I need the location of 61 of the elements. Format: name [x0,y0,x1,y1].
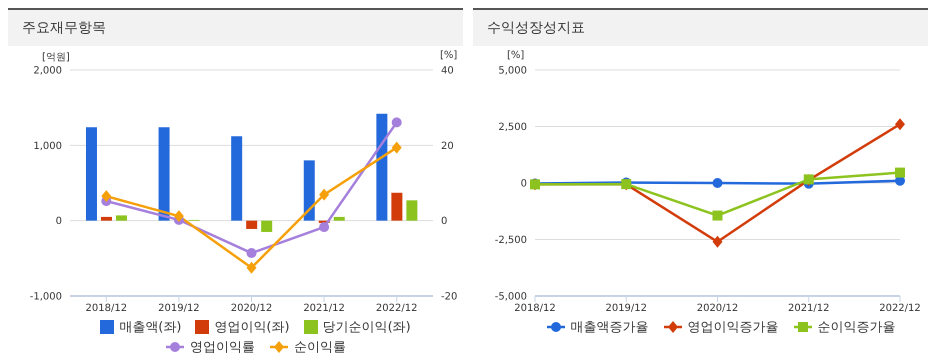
y2-tick-label: 40 [441,66,454,77]
y-tick-label: -1,000 [30,292,62,303]
bar [231,136,242,221]
legend-label: 매출액증가율 [570,319,648,336]
bar [116,215,127,221]
chart-title: 주요재무항목 [8,8,463,46]
point [246,248,256,258]
legend-label: 영업이익률 [190,339,255,356]
bar [304,160,315,221]
x-tick-label: 2022/12 [879,303,921,314]
x-tick-label: 2018/12 [86,303,128,314]
bar [100,216,112,221]
x-tick-label: 2019/12 [605,303,648,314]
x-tick-label: 2019/12 [158,303,200,314]
x-tick-label: 2021/12 [303,303,345,314]
y2-tick-label: 20 [441,140,454,152]
y-tick-label: -5,000 [494,292,527,303]
x-tick-label: 2020/12 [696,303,738,314]
point [895,168,905,178]
bar [334,216,345,221]
point [392,117,402,128]
chart-title: 수익성장성지표 [473,8,928,46]
y-tick-label: 0 [56,216,62,228]
bar [261,220,272,232]
y-tick-label: 2,000 [33,66,62,77]
legend-label: 영업이익증가율 [688,319,778,336]
bar [86,127,97,221]
point [101,190,112,202]
bar [376,114,388,221]
y2-tick-label: -20 [441,292,458,303]
legend-label: 순이익증가율 [818,319,896,336]
bar [246,220,258,229]
legend-label: 영업이익(좌) [214,319,290,336]
bar [391,192,402,221]
point [712,178,722,188]
point [895,118,905,130]
bar [158,127,170,221]
x-tick-label: 2022/12 [376,303,418,314]
point [712,236,722,248]
y2-axis-title: [%] [440,50,458,61]
y-tick-label: 1,000 [33,140,62,152]
legend-label: 순이익률 [294,339,346,356]
x-tick-label: 2020/12 [230,303,272,314]
x-tick-label: 2018/12 [514,303,556,314]
point [319,222,330,232]
y-tick-label: 0 [520,178,527,190]
y-tick-label: 5,000 [498,66,527,77]
point [392,142,402,154]
y-axis-title: [억원] [42,51,70,64]
y2-tick-label: 0 [441,216,448,228]
point [319,188,330,201]
point [712,210,722,221]
point [246,262,256,274]
legend-label: 당기순이익(좌) [322,319,411,336]
y-tick-label: -2,500 [494,235,527,246]
point [174,210,184,222]
y-tick-label: 2,500 [498,122,527,134]
x-tick-label: 2021/12 [788,303,830,314]
bar [406,200,418,221]
legend-label: 매출액(좌) [119,319,182,336]
y-axis-title: [%] [507,50,524,61]
